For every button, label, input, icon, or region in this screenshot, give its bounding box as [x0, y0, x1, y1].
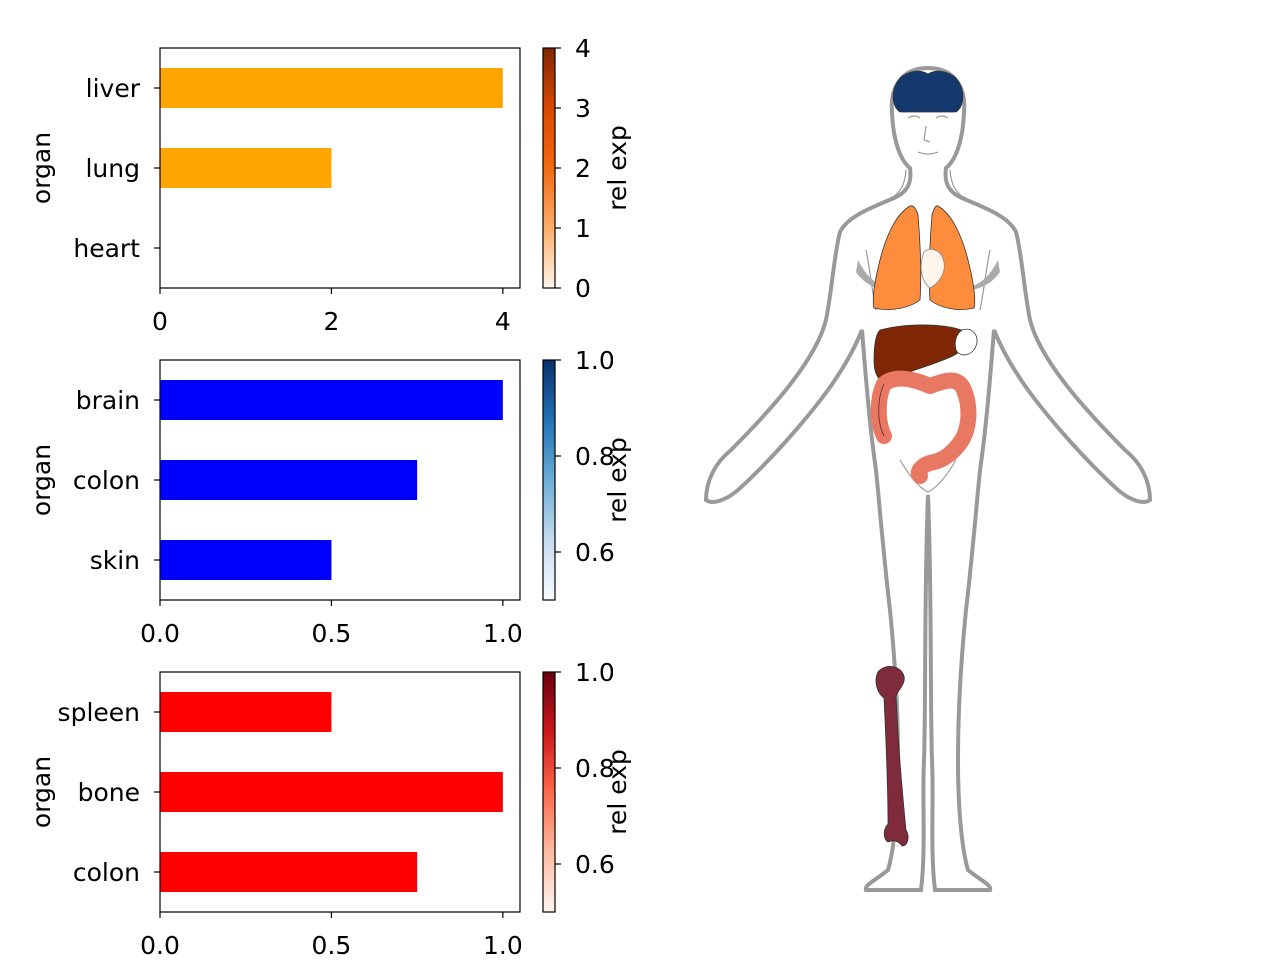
colorbar-2: 0.6 0.8 1.0 rel exp	[542, 346, 632, 601]
x-tick-label: 0.0	[140, 619, 180, 648]
colorbar-tick-label: 0.6	[575, 850, 615, 879]
bar-colon	[160, 460, 418, 500]
colorbar-tick-label: 0.6	[575, 538, 615, 567]
colorbar-label: rel exp	[603, 437, 632, 523]
colorbar-tick-label: 1	[575, 214, 591, 243]
colorbar-tick-label: 1.0	[575, 346, 615, 375]
clavicle-right	[956, 260, 1000, 291]
anatomy-illustration	[703, 65, 1153, 892]
bar-lung	[160, 148, 332, 188]
colorbar-tick-label: 1.0	[575, 658, 615, 687]
x-tick-label: 1.0	[483, 619, 523, 648]
y-tick-label: skin	[90, 546, 140, 575]
y-tick-label: liver	[86, 74, 141, 103]
x-tick-label: 0	[152, 307, 168, 336]
x-tick-label: 0.5	[312, 619, 352, 648]
colorbar-1: 0 1 2 3 4 rel exp	[542, 34, 632, 303]
bone-organ	[875, 666, 909, 847]
y-tick-label: lung	[85, 154, 140, 183]
bar-spleen	[160, 692, 332, 732]
bar-chart-3: spleen bone colon organ 0.0 0.5 1.0 0.6 0.8 1.0 re…	[27, 658, 632, 960]
colorbar-tick-label: 0.8	[575, 442, 615, 471]
colorbar-tick-label: 3	[575, 94, 591, 123]
heart-organ	[920, 248, 945, 289]
colorbar-3: 0.6 0.8 1.0 rel exp	[542, 658, 632, 913]
bar-colon	[160, 852, 418, 892]
bar-chart-2: brain colon skin organ 0.0 0.5 1.0 0.6 0.8 1.0 rel…	[27, 346, 632, 648]
y-axis-label: organ	[27, 132, 56, 204]
bar-bone	[160, 772, 503, 812]
lung-left-organ	[872, 205, 922, 310]
liver-organ	[873, 324, 968, 382]
brain-organ	[892, 70, 964, 113]
y-axis-label: organ	[27, 756, 56, 828]
lung-right-organ	[928, 205, 976, 310]
colorbar-tick-label: 0	[575, 274, 591, 303]
x-tick-label: 2	[323, 307, 339, 336]
clavicle-left	[856, 260, 900, 291]
stomach-organ	[954, 328, 978, 356]
body-outline	[703, 65, 1153, 892]
bar-charts: liver lung heart organ 0 2 4 0 1 2 3 4 rel exp brain c…	[27, 34, 632, 960]
colorbar-tick-label: 4	[575, 34, 591, 63]
colorbar-gradient	[542, 671, 556, 913]
y-tick-label: spleen	[58, 698, 140, 727]
face-features	[907, 115, 949, 155]
x-tick-label: 0.0	[140, 931, 180, 960]
y-tick-label: colon	[73, 466, 140, 495]
colorbar-label: rel exp	[603, 125, 632, 211]
bar-chart-1: liver lung heart organ 0 2 4 0 1 2 3 4 rel exp	[27, 34, 632, 336]
bar-brain	[160, 380, 503, 420]
bar-skin	[160, 540, 332, 580]
colorbar-gradient	[542, 359, 556, 601]
colorbar-label: rel exp	[603, 749, 632, 835]
colorbar-tick-label: 2	[575, 154, 591, 183]
colorbar-gradient	[542, 47, 556, 289]
y-axis-label: organ	[27, 444, 56, 516]
y-tick-label: heart	[73, 234, 140, 263]
bar-liver	[160, 68, 503, 108]
y-tick-label: bone	[78, 778, 140, 807]
colon-outline	[878, 383, 885, 437]
x-tick-label: 0.5	[312, 931, 352, 960]
x-tick-label: 1.0	[483, 931, 523, 960]
y-tick-label: brain	[76, 386, 140, 415]
colorbar-tick-label: 0.8	[575, 754, 615, 783]
x-tick-label: 4	[495, 307, 511, 336]
y-tick-label: colon	[73, 858, 140, 887]
